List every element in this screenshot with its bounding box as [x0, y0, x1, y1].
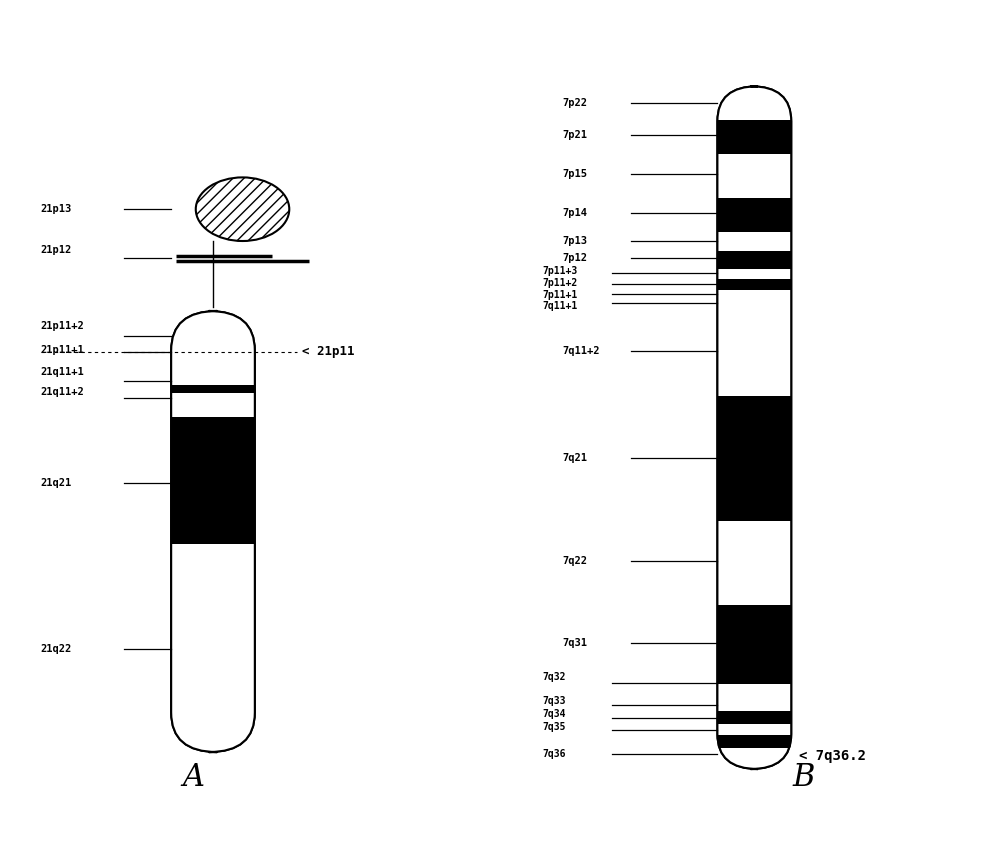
Text: 21q11+2: 21q11+2 [40, 386, 85, 397]
Bar [171, 545, 254, 752]
Text: 7q11+2: 7q11+2 [562, 346, 599, 356]
Text: 7q33: 7q33 [542, 696, 566, 706]
Text: 7p11+3: 7p11+3 [542, 266, 578, 276]
Text: 7p21: 7p21 [562, 130, 587, 140]
Bar [717, 748, 791, 769]
Bar [717, 735, 791, 748]
Text: 7q31: 7q31 [562, 638, 587, 648]
Text: 21q11+1: 21q11+1 [40, 367, 85, 377]
Text: 7q22: 7q22 [562, 557, 587, 566]
Bar [717, 308, 791, 396]
Bar [717, 290, 791, 299]
Text: 21p12: 21p12 [40, 245, 72, 255]
Bar [171, 372, 254, 385]
Bar [717, 711, 791, 724]
Bar [717, 198, 791, 232]
Bar [717, 154, 791, 198]
Bar [717, 232, 791, 251]
Bar [171, 393, 254, 417]
Text: 7p22: 7p22 [562, 98, 587, 108]
Ellipse shape [195, 177, 289, 241]
Bar [717, 120, 791, 154]
Text: 21p13: 21p13 [40, 204, 72, 214]
Text: 7q11+1: 7q11+1 [542, 301, 578, 311]
Text: 21q22: 21q22 [40, 643, 72, 654]
FancyBboxPatch shape [717, 86, 791, 769]
Text: 7p14: 7p14 [562, 208, 587, 219]
Text: 7p11+2: 7p11+2 [542, 278, 578, 288]
Text: < 7q36.2: < 7q36.2 [798, 750, 865, 763]
Bar [717, 684, 791, 711]
Text: 7p12: 7p12 [562, 254, 587, 264]
Bar [717, 605, 791, 684]
Bar [717, 269, 791, 279]
Text: 7q35: 7q35 [542, 722, 566, 732]
Text: 7p15: 7p15 [562, 169, 587, 180]
Bar [171, 311, 254, 372]
Bar [717, 396, 791, 521]
Text: 7q36: 7q36 [542, 749, 566, 759]
Text: 7q32: 7q32 [542, 671, 566, 682]
Bar [171, 385, 254, 393]
Text: 7p11+1: 7p11+1 [542, 290, 578, 300]
Bar [717, 521, 791, 605]
Text: 21p11+2: 21p11+2 [40, 322, 85, 331]
Text: 7q21: 7q21 [562, 453, 587, 463]
Text: 21p11+1: 21p11+1 [40, 345, 85, 355]
Bar [717, 86, 791, 120]
Text: A: A [182, 762, 204, 793]
Bar [717, 724, 791, 735]
Text: 7q34: 7q34 [542, 709, 566, 719]
Bar [717, 299, 791, 308]
Bar [717, 251, 791, 269]
Bar [717, 279, 791, 290]
Text: 7p13: 7p13 [562, 236, 587, 246]
Bar [171, 417, 254, 545]
FancyBboxPatch shape [171, 311, 254, 752]
Text: 21q21: 21q21 [40, 478, 72, 488]
Text: < 21p11: < 21p11 [302, 346, 354, 358]
Text: B: B [792, 762, 813, 793]
